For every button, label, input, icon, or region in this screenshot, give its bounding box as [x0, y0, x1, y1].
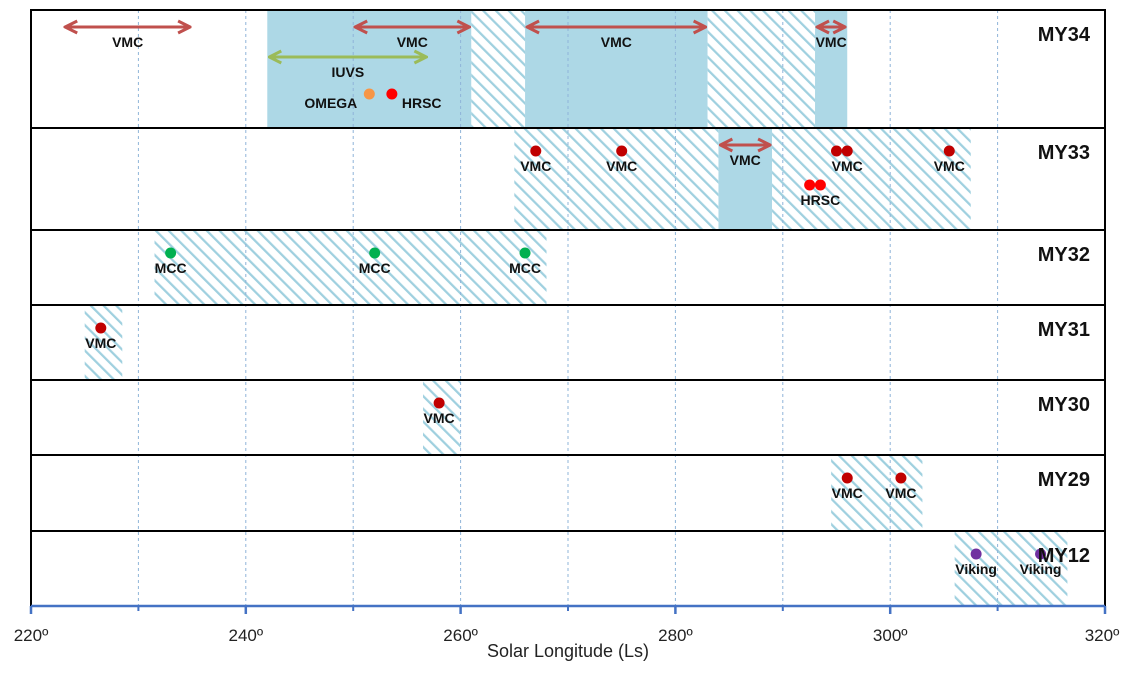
row-label: MY31 — [1038, 319, 1090, 341]
data-point-vmc — [841, 145, 853, 157]
row-label: MY34 — [1038, 24, 1091, 46]
data-point-omega — [363, 88, 375, 100]
arrow-label: VMC — [601, 34, 632, 50]
point-label: VMC — [885, 485, 916, 501]
band-hatched — [954, 531, 1068, 606]
arrow-label: VMC — [112, 34, 143, 50]
point-label: MCC — [155, 260, 187, 276]
data-point-vmc — [841, 472, 853, 484]
observation-marks: VMC VMC IUVS VMC VMC OMEGA HRSC MY34 VMC VMC VMC VM… — [65, 24, 1091, 577]
data-point-vmc — [530, 145, 542, 157]
data-point-hrsc — [814, 179, 826, 191]
x-axis-title: Solar Longitude (Ls) — [487, 641, 649, 661]
row-label: MY30 — [1038, 394, 1090, 416]
point-label: VMC — [520, 158, 551, 174]
arrow-label: VMC — [730, 152, 761, 168]
data-point-vmc — [831, 145, 842, 157]
band-hatched — [423, 380, 461, 455]
arrow-label: VMC — [397, 34, 428, 50]
point-label: VMC — [85, 335, 116, 351]
point-label: VMC — [606, 158, 637, 174]
data-point-mcc — [165, 247, 177, 259]
arrow-label: VMC — [816, 34, 847, 50]
data-point-hrsc — [804, 179, 816, 191]
band-hatched — [831, 455, 923, 531]
band-hatched — [471, 10, 526, 128]
point-label: VMC — [424, 410, 455, 426]
band-hatched — [707, 10, 816, 128]
data-point-viking — [970, 548, 982, 560]
tick-label: 300º — [873, 626, 908, 645]
data-point-vmc — [943, 145, 955, 157]
point-label: MCC — [509, 260, 541, 276]
tick-label: 320º — [1085, 626, 1120, 645]
arrow-label: IUVS — [331, 64, 364, 80]
point-label: Viking — [1020, 561, 1062, 577]
point-label: VMC — [934, 158, 965, 174]
data-point-vmc — [95, 322, 107, 334]
point-label: MCC — [359, 260, 391, 276]
coverage-bands — [84, 10, 1068, 606]
row-label: MY32 — [1038, 244, 1090, 266]
band-hatched — [84, 305, 123, 380]
band-hatched — [154, 230, 547, 305]
tick-label: 240º — [229, 626, 264, 645]
data-point-vmc — [895, 472, 907, 484]
row-frames — [30, 9, 1106, 607]
data-point-mcc — [369, 247, 381, 259]
tick-label: 260º — [443, 626, 478, 645]
point-label: OMEGA — [304, 95, 357, 111]
tick-label: 280º — [658, 626, 693, 645]
point-label: HRSC — [801, 192, 841, 208]
point-label: VMC — [832, 485, 863, 501]
band-hatched — [514, 128, 719, 230]
row-label: MY12 — [1038, 545, 1090, 567]
data-point-hrsc — [386, 88, 398, 100]
x-axis: Solar Longitude (Ls) 220º 240º 260º 280º 300… — [14, 604, 1120, 661]
point-label: VMC — [832, 158, 863, 174]
row-label: MY33 — [1038, 142, 1090, 164]
band-solid — [718, 128, 773, 230]
row-label: MY29 — [1038, 469, 1090, 491]
tick-label: 220º — [14, 626, 49, 645]
point-label: HRSC — [402, 95, 442, 111]
data-point-mcc — [519, 247, 531, 259]
band-hatched — [772, 128, 971, 230]
point-label: Viking — [955, 561, 997, 577]
data-point-vmc — [616, 145, 628, 157]
data-point-viking — [1035, 548, 1047, 560]
data-point-vmc — [433, 397, 445, 409]
